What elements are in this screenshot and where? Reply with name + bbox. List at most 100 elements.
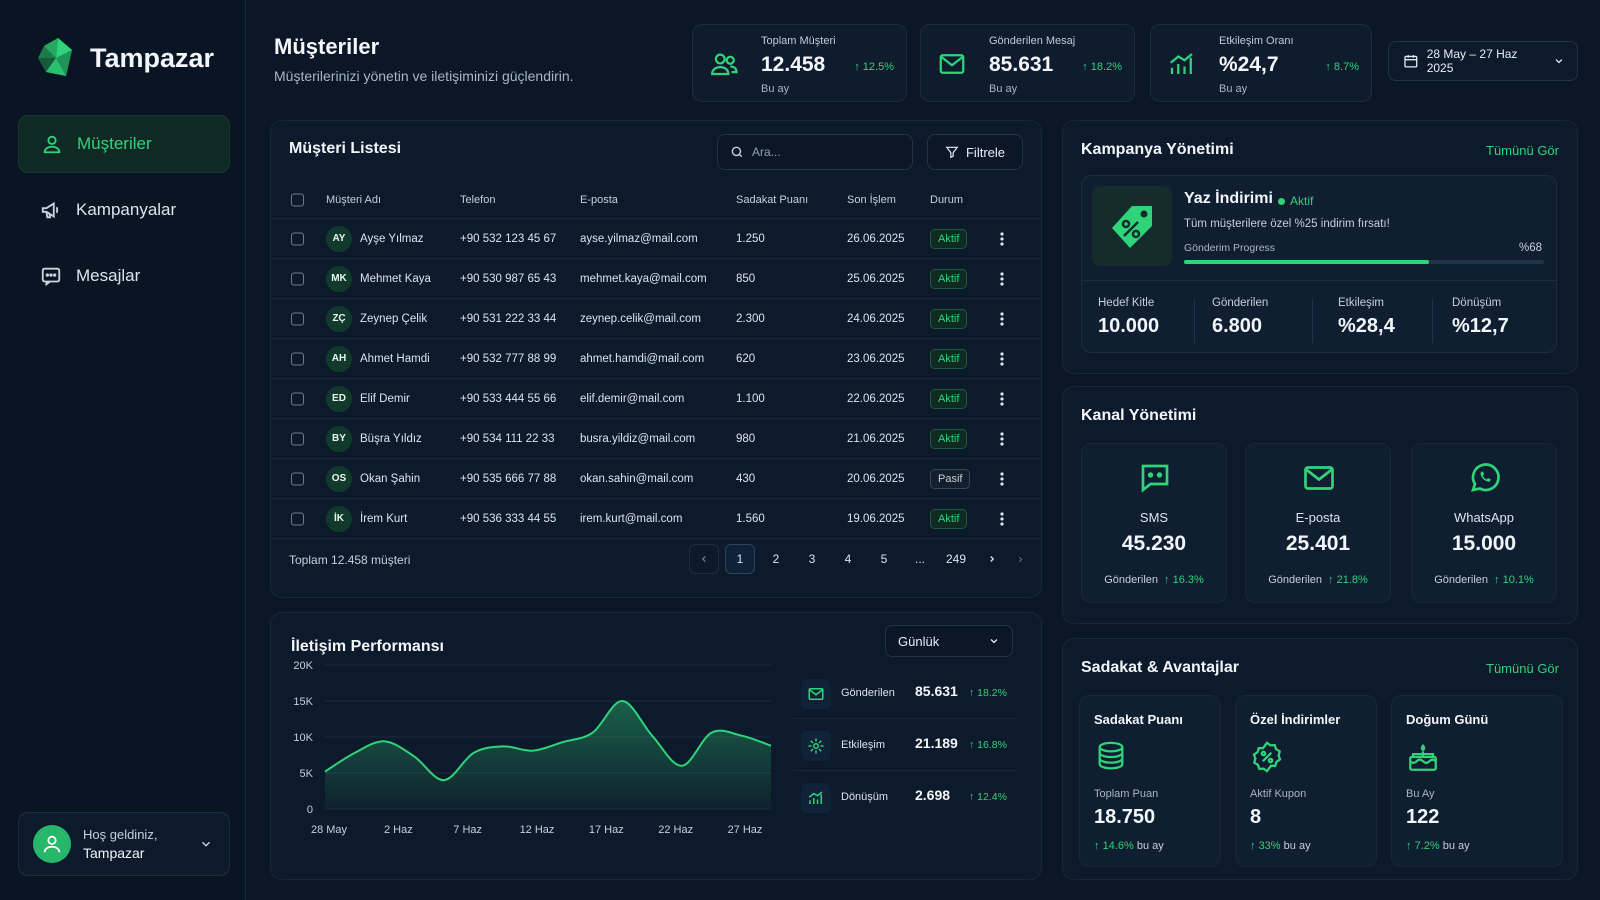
calendar-icon: [1404, 55, 1418, 68]
avatar: MK: [326, 265, 352, 292]
stat-card-engagement-rate: Etkileşim Oranı %24,7 Bu ay ↑ 8.7%: [1150, 24, 1372, 102]
sidebar-item-mesajlar[interactable]: Mesajlar: [18, 247, 230, 305]
y-tick-label: 15K: [293, 696, 313, 708]
row-checkbox[interactable]: [291, 392, 304, 405]
table-row[interactable]: AH Ahmet Hamdi +90 532 777 88 99 ahmet.hamd…: [271, 339, 1041, 379]
column-header[interactable]: Telefon: [460, 193, 496, 206]
channel-value: 25.401: [1285, 532, 1351, 555]
row-menu-button[interactable]: [995, 271, 1009, 287]
row-menu-button[interactable]: [995, 511, 1009, 527]
row-menu-button[interactable]: [995, 351, 1009, 367]
period-value: Günlük: [898, 633, 940, 649]
customer-last-action: 26.06.2025: [847, 232, 905, 245]
table-row[interactable]: İK İrem Kurt +90 536 333 44 55 irem.kurt@ma…: [271, 499, 1041, 539]
row-menu-button[interactable]: [995, 391, 1009, 407]
channel-value: 45.230: [1121, 532, 1187, 555]
page-button[interactable]: 249: [945, 552, 967, 566]
column-header[interactable]: Son İşlem: [847, 193, 896, 206]
more-vertical-icon: [1000, 351, 1004, 366]
filter-label: Filtrele: [965, 144, 1005, 160]
column-header[interactable]: Durum: [930, 193, 964, 206]
row-menu-button[interactable]: [995, 431, 1009, 447]
channel-sub: Gönderilen ↑ 16.3%: [1082, 574, 1226, 586]
prev-page-button[interactable]: [689, 544, 719, 574]
page-button[interactable]: 3: [808, 552, 816, 566]
loyalty-card-label: Aktif Kupon: [1250, 788, 1307, 800]
customer-points: 1.100: [736, 392, 765, 405]
sidebar-item-kampanyalar[interactable]: Kampanyalar: [18, 181, 230, 239]
row-checkbox[interactable]: [291, 432, 304, 445]
channel-card-whatsapp[interactable]: WhatsApp 15.000 Gönderilen ↑ 10.1%: [1411, 443, 1557, 603]
loyalty-card-discounts[interactable]: Özel İndirimler Aktif Kupon 8 ↑ 33% bu a…: [1235, 695, 1377, 867]
row-menu-button[interactable]: [995, 311, 1009, 327]
campaign-metric: Gönderilen 6.800: [1212, 297, 1268, 338]
campaign-metrics: Hedef Kitle 10.000 Gönderilen 6.800 Etkile…: [1082, 280, 1558, 354]
status-badge-cell: Pasif: [930, 468, 971, 489]
customer-last-action: 19.06.2025: [847, 512, 905, 525]
column-header[interactable]: Sadakat Puanı: [736, 193, 809, 206]
table-row[interactable]: OS Okan Şahin +90 535 666 77 88 okan.sahin@…: [271, 459, 1041, 499]
row-checkbox[interactable]: [291, 232, 304, 245]
select-all-checkbox[interactable]: [291, 193, 304, 206]
customer-last-action: 20.06.2025: [847, 472, 905, 485]
channel-change-value: 21.8%: [1336, 574, 1368, 586]
campaign-progress-fill: [1184, 260, 1429, 264]
avatar: AY: [326, 225, 352, 252]
customer-name: Ayşe Yılmaz: [360, 232, 424, 245]
column-header[interactable]: Müşteri Adı: [326, 193, 382, 206]
performance-row-conversion: Dönüşüm 2.698 ↑ 12.4%: [793, 771, 1017, 823]
loyalty-title: Sadakat & Avantajlar: [1081, 659, 1239, 676]
row-menu-button[interactable]: [995, 231, 1009, 247]
row-menu-button[interactable]: [995, 471, 1009, 487]
search-placeholder: Ara...: [752, 145, 781, 159]
sidebar-item-musteriler[interactable]: Müşteriler: [18, 115, 230, 173]
date-range-value: 28 May – 27 Haz 2025: [1426, 47, 1518, 75]
period-select[interactable]: Günlük: [885, 625, 1013, 657]
next-page-button[interactable]: [977, 544, 1007, 574]
row-checkbox[interactable]: [291, 312, 304, 325]
search-input[interactable]: Ara...: [717, 134, 913, 170]
customer-last-action: 21.06.2025: [847, 432, 905, 445]
table-row[interactable]: ZÇ Zeynep Çelik +90 531 222 33 44 zeynep.ce…: [271, 299, 1041, 339]
perf-change-value: 12.4%: [977, 791, 1007, 803]
loyalty-change-value: 33%: [1258, 840, 1281, 852]
logo[interactable]: Tampazar: [36, 36, 214, 80]
loyalty-card-birthday[interactable]: Doğum Günü Bu Ay 122 ↑ 7.2% bu ay: [1391, 695, 1563, 867]
row-checkbox[interactable]: [291, 472, 304, 485]
campaign-card[interactable]: Yaz İndirimi Aktif Tüm müşterilere özel …: [1081, 175, 1558, 354]
table-header: Müşteri Adı Telefon E-posta Sadakat Puan…: [271, 181, 1041, 219]
row-checkbox[interactable]: [291, 352, 304, 365]
table-row[interactable]: MK Mehmet Kaya +90 530 987 65 43 mehmet.kay…: [271, 259, 1041, 299]
table-row[interactable]: AY Ayşe Yılmaz +90 532 123 45 67 ayse.yilma…: [271, 219, 1041, 259]
customer-list-title: Müşteri Listesi: [289, 140, 402, 157]
user-menu[interactable]: Hoş geldiniz, Tampazar: [18, 812, 230, 876]
row-checkbox[interactable]: [291, 272, 304, 285]
date-range-picker[interactable]: 28 May – 27 Haz 2025: [1388, 41, 1578, 81]
channel-card-email[interactable]: E-posta 25.401 Gönderilen ↑ 21.8%: [1245, 443, 1391, 603]
column-header[interactable]: E-posta: [580, 193, 618, 206]
customer-name: Elif Demir: [360, 392, 410, 405]
row-checkbox[interactable]: [291, 512, 304, 525]
channel-sub: Gönderilen ↑ 10.1%: [1412, 574, 1556, 586]
channel-card-sms[interactable]: SMS 45.230 Gönderilen ↑ 16.3%: [1081, 443, 1227, 603]
campaign-see-all-link[interactable]: Tümünü Gör: [1486, 143, 1559, 158]
channel-value: 15.000: [1451, 532, 1517, 555]
loyalty-card-points[interactable]: Sadakat Puanı Toplam Puan 18.750 ↑ 14.6%…: [1079, 695, 1221, 867]
sms-icon: [1141, 464, 1169, 493]
table-row[interactable]: BY Büşra Yıldız +90 534 111 22 33 busra.yil…: [271, 419, 1041, 459]
last-page-button[interactable]: [1013, 544, 1027, 574]
customer-name: Ahmet Hamdi: [360, 352, 430, 365]
table-row[interactable]: ED Elif Demir +90 533 444 55 66 elif.demir@…: [271, 379, 1041, 419]
campaign-status: Aktif: [1278, 194, 1313, 208]
loyalty-see-all-link[interactable]: Tümünü Gör: [1486, 661, 1559, 676]
page-button[interactable]: 1: [725, 544, 755, 574]
filter-button[interactable]: Filtrele: [927, 134, 1023, 170]
campaign-thumbnail: [1092, 186, 1172, 266]
loyalty-card-title: Doğum Günü: [1406, 712, 1489, 727]
customer-points: 1.560: [736, 512, 765, 525]
page-button[interactable]: 5: [880, 552, 888, 566]
page-button[interactable]: 4: [844, 552, 852, 566]
page-button[interactable]: 2: [772, 552, 780, 566]
chevron-down-icon: [1555, 59, 1563, 64]
channel-title: Kanal Yönetimi: [1081, 407, 1197, 424]
